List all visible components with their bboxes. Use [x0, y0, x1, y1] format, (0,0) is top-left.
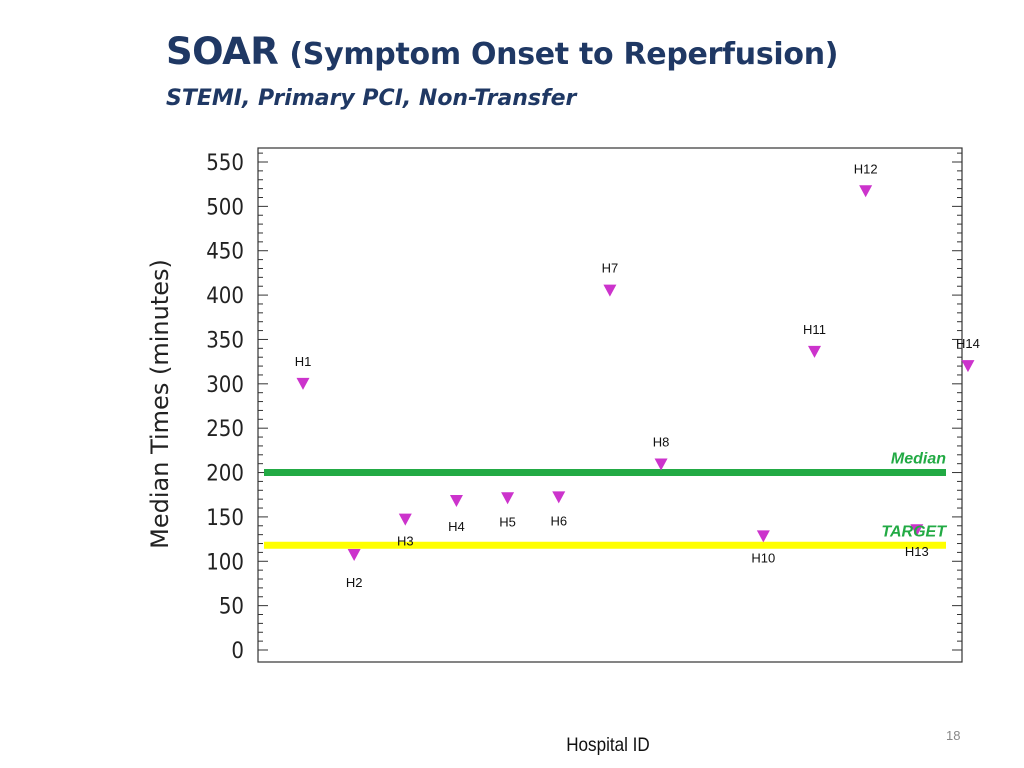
- data-label-h5: H5: [499, 514, 516, 529]
- y-tick-label: 500: [206, 195, 244, 220]
- data-label-h1: H1: [295, 354, 312, 369]
- data-label-h2: H2: [346, 575, 363, 590]
- data-point-h11: [808, 345, 821, 358]
- data-label-h12: H12: [854, 161, 878, 176]
- data-point-h3: [398, 513, 412, 526]
- data-point-h2: [347, 549, 361, 562]
- data-point-h7: [603, 284, 617, 297]
- data-point-h10: [756, 530, 770, 543]
- data-label-h4: H4: [448, 519, 465, 534]
- data-point-h4: [449, 494, 463, 507]
- y-axis-label: Median Times (minutes): [146, 259, 174, 549]
- data-label-h6: H6: [550, 513, 567, 528]
- y-tick-label: 100: [206, 550, 244, 575]
- slide-title-main: SOAR: [166, 30, 279, 73]
- data-point-h8: [654, 458, 668, 471]
- y-tick-label: 250: [206, 417, 244, 442]
- data-label-h3: H3: [397, 534, 414, 549]
- data-label-h10: H10: [751, 550, 775, 565]
- y-tick-label: 350: [206, 328, 244, 353]
- slide-subtitle: STEMI, Primary PCI, Non-Transfer: [166, 86, 577, 111]
- y-tick-label: 550: [206, 151, 244, 176]
- x-axis-label: Hospital ID: [566, 734, 650, 755]
- y-tick-label: 0: [231, 639, 244, 664]
- y-tick-label: 150: [206, 506, 244, 531]
- data-label-h7: H7: [602, 261, 619, 276]
- data-point-h13: [910, 524, 924, 537]
- data-label-h13: H13: [905, 544, 929, 559]
- data-label-h11: H11: [803, 322, 826, 337]
- data-point-h12: [859, 185, 873, 198]
- data-point-h14: [961, 360, 975, 373]
- data-label-h14: H14: [956, 336, 980, 351]
- slide-title-paren: (Symptom Onset to Reperfusion): [289, 37, 839, 72]
- data-point-h1: [296, 377, 310, 390]
- y-tick-label: 400: [206, 284, 244, 309]
- y-tick-label: 200: [206, 462, 244, 487]
- y-tick-label: 50: [219, 595, 244, 620]
- plot-frame: [257, 147, 963, 663]
- data-label-h8: H8: [653, 435, 670, 450]
- y-tick-label: 300: [206, 373, 244, 398]
- data-point-h6: [552, 491, 566, 504]
- y-tick-label: 450: [206, 240, 244, 265]
- page-number: 18: [946, 728, 961, 743]
- reference-label-median: Median: [891, 451, 946, 468]
- slide-title: SOAR (Symptom Onset to Reperfusion): [166, 30, 838, 73]
- data-point-h5: [501, 492, 515, 505]
- reference-label-target: TARGET: [881, 523, 947, 540]
